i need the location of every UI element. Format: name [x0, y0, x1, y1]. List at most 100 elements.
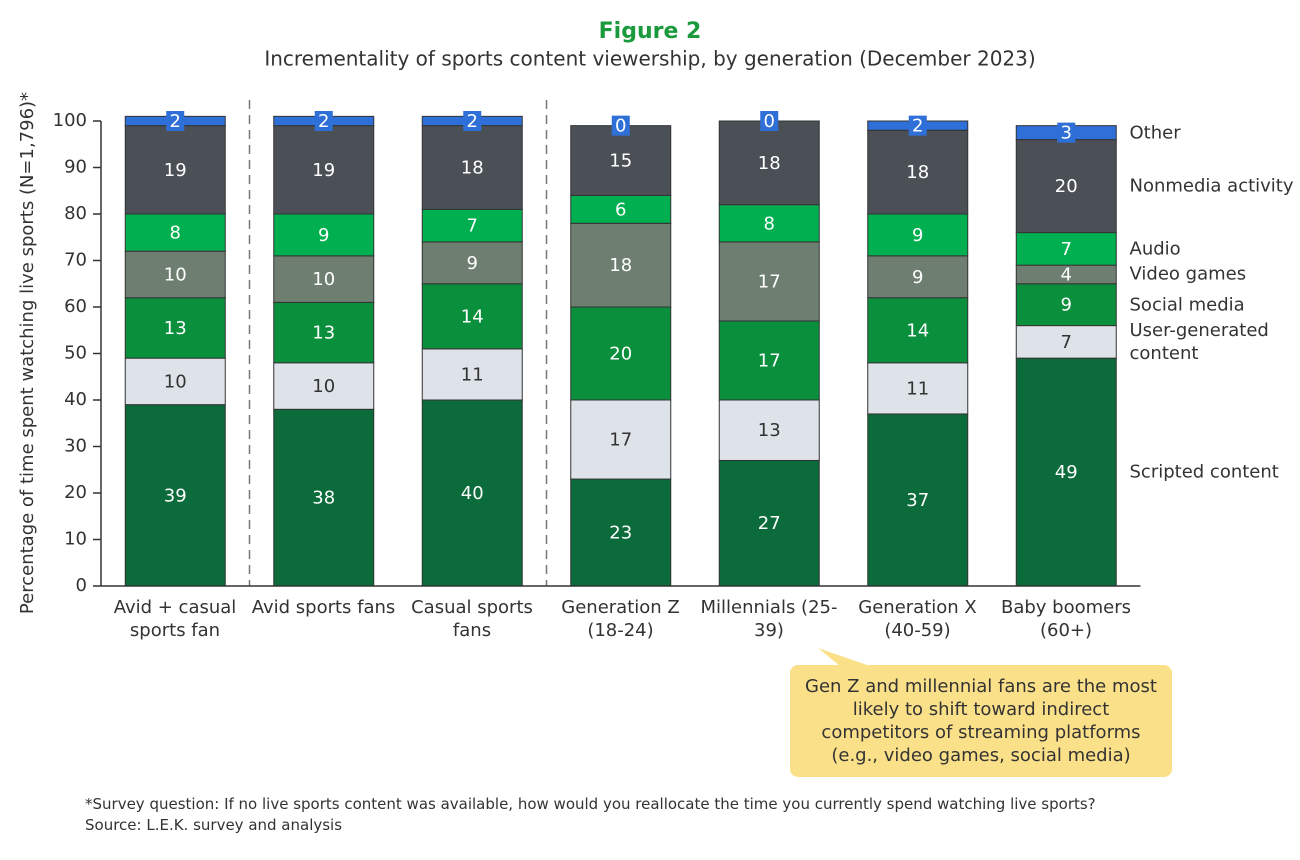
value-label: 10	[312, 376, 335, 397]
value-label: 9	[467, 253, 478, 274]
x-tick-label: Generation X (40-59)	[858, 597, 977, 641]
x-tick-label: Generation Z (18-24)	[561, 597, 680, 641]
value-label: 40	[461, 483, 484, 504]
value-label: 20	[609, 344, 632, 365]
bar-segment	[718, 399, 820, 461]
value-label: 3	[1061, 123, 1072, 144]
y-tick-label: 30	[64, 436, 87, 457]
bar-segment	[867, 413, 969, 587]
y-tick-label: 60	[64, 296, 87, 317]
bar-segment	[718, 241, 820, 322]
value-label: 37	[906, 490, 929, 511]
value-label: 11	[906, 378, 929, 399]
value-label: 39	[164, 485, 187, 506]
bar-segment	[421, 241, 523, 285]
legend-label: Audio	[1129, 238, 1181, 260]
bar-segment	[124, 404, 226, 587]
bar-segment	[124, 250, 226, 299]
value-label: 2	[467, 111, 478, 132]
value-label: 9	[912, 225, 923, 246]
value-label: 10	[164, 264, 187, 285]
y-tick-label: 0	[76, 575, 87, 596]
value-label: 9	[912, 267, 923, 288]
value-label: 7	[467, 216, 478, 237]
bar-segment	[570, 194, 672, 224]
bar-segment	[1015, 283, 1117, 327]
x-tick-label: Millennials (25-39)	[700, 597, 838, 641]
value-label-box	[760, 111, 779, 131]
legend-label: Nonmedia activity	[1129, 175, 1294, 197]
bar-segment	[867, 255, 969, 299]
value-label: 2	[170, 111, 181, 132]
value-label: 19	[312, 160, 335, 181]
value-label: 13	[758, 420, 781, 441]
value-label: 8	[170, 223, 181, 244]
value-label: 2	[318, 111, 329, 132]
value-label: 9	[1061, 295, 1072, 316]
value-label: 17	[758, 271, 781, 292]
value-label: 0	[615, 116, 626, 137]
value-label: 17	[609, 430, 632, 451]
x-tick-label: Avid sports fans	[251, 597, 396, 618]
y-tick-label: 90	[64, 157, 87, 178]
value-label: 23	[609, 523, 632, 544]
value-label: 6	[615, 199, 626, 220]
y-tick-label: 100	[53, 110, 87, 131]
chart-subtitle: Incrementality of sports content viewers…	[264, 47, 1035, 71]
value-label: 8	[764, 213, 775, 234]
bar-segment	[1015, 325, 1117, 359]
value-label: 4	[1061, 264, 1072, 285]
value-label: 13	[164, 318, 187, 339]
y-tick-label: 20	[64, 482, 87, 503]
value-label: 27	[758, 513, 781, 534]
legend-label: Video games	[1129, 263, 1247, 285]
chart-title: Figure 2	[599, 19, 702, 44]
value-label: 11	[461, 364, 484, 385]
bar-segment	[124, 297, 226, 359]
value-label-box	[166, 111, 185, 131]
legend-label: Other	[1129, 122, 1181, 144]
value-label: 9	[318, 225, 329, 246]
value-label: 18	[609, 255, 632, 276]
callout-pointer	[818, 648, 870, 666]
bar-segment	[570, 125, 672, 196]
value-label: 13	[312, 323, 335, 344]
legend-label: User-generated content	[1129, 319, 1269, 364]
bar-segment	[124, 357, 226, 406]
annotation: Gen Z and millennial fans are the most l…	[790, 665, 1172, 777]
bar-segment	[421, 399, 523, 587]
value-label-box	[611, 115, 630, 136]
bar-segment	[421, 125, 523, 210]
value-label: 19	[164, 160, 187, 181]
y-tick-label: 50	[64, 343, 87, 364]
bar-segment	[867, 362, 969, 415]
value-label-box	[314, 111, 333, 131]
bar-segment	[867, 297, 969, 364]
bar-segment	[570, 478, 672, 587]
value-label: 7	[1061, 332, 1072, 353]
x-tick-label: Baby boomers (60+)	[1000, 597, 1132, 641]
y-tick-label: 80	[64, 203, 87, 224]
bar-segment	[1015, 357, 1117, 587]
bar-segment	[570, 222, 672, 308]
source: Source: L.E.K. survey and analysis	[85, 816, 343, 834]
legend-label: Social media	[1129, 294, 1245, 316]
value-label: 20	[1055, 176, 1078, 197]
footnote: *Survey question: If no live sports cont…	[85, 795, 1096, 813]
x-tick-label: Avid + casual sports fan	[113, 597, 237, 641]
value-label: 15	[609, 151, 632, 172]
value-label: 38	[312, 488, 335, 509]
value-label: 17	[758, 350, 781, 371]
bar-segment	[570, 399, 672, 480]
bar-segment	[718, 459, 820, 587]
bar-segment	[421, 283, 523, 350]
value-label: 18	[906, 162, 929, 183]
y-tick-label: 10	[64, 529, 87, 550]
bar-segment	[867, 129, 969, 215]
value-label: 7	[1061, 239, 1072, 260]
bar-segment	[421, 348, 523, 401]
x-tick-label: Casual sports fans	[411, 597, 533, 641]
bar-segment	[273, 408, 375, 587]
